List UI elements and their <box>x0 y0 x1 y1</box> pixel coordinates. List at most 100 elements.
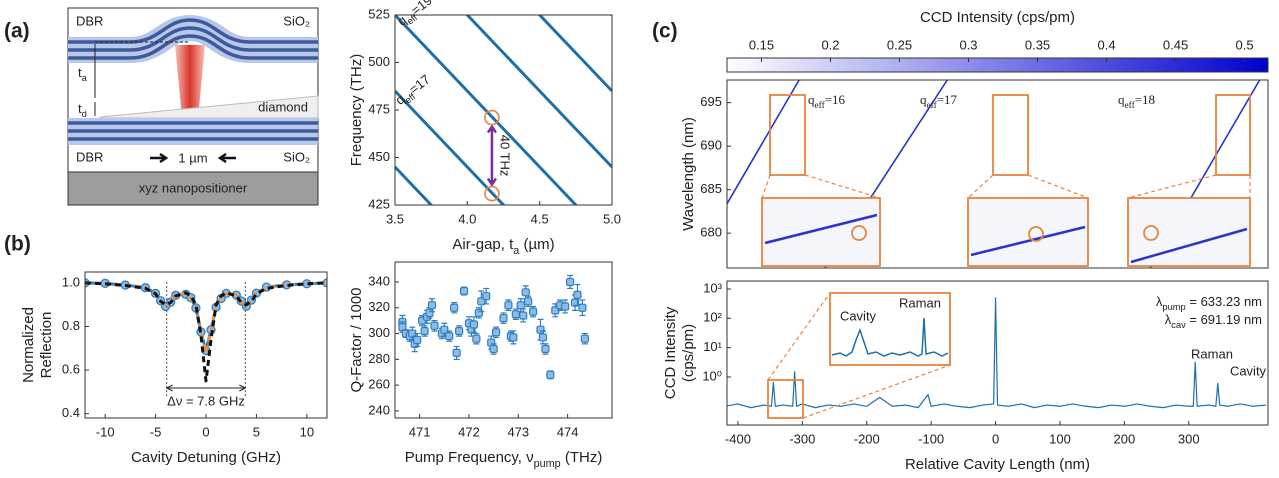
data-point <box>516 301 525 310</box>
inset <box>967 197 1089 267</box>
data-line <box>727 80 800 206</box>
x-tick-label: 4.0 <box>458 211 476 226</box>
colorbar-tick-label: 0.15 <box>749 37 774 52</box>
x-tick-label: 200 <box>1114 431 1136 446</box>
mirror-layer <box>68 26 318 52</box>
mode-marker <box>484 109 500 126</box>
y-tick-label: 340 <box>368 273 390 288</box>
data-point <box>482 292 491 301</box>
mode-label: qeff=17 <box>920 92 958 111</box>
data-point <box>538 333 548 342</box>
mode-label: qeff=16 <box>808 92 846 111</box>
label: SiO₂ <box>283 13 310 28</box>
x-tick-label: -10 <box>96 424 115 439</box>
y-tick-label: 500 <box>368 54 390 69</box>
y-tick-label: 1.0 <box>62 274 80 289</box>
inset-circle <box>1028 226 1044 242</box>
data-point <box>489 344 498 354</box>
label-part: t <box>78 65 82 80</box>
annotation-sub: pump <box>1162 302 1185 312</box>
label: td <box>78 101 87 119</box>
inset <box>761 197 881 267</box>
axes-frame <box>726 280 1269 426</box>
colorbar-tick-label: 0.5 <box>1235 37 1253 52</box>
x-tick-label: 300 <box>1178 431 1200 446</box>
annotation-part: λ <box>1165 312 1172 327</box>
x-tick-label: 474 <box>557 424 579 439</box>
axes-frame <box>394 14 613 206</box>
x-tick-label: 4.5 <box>531 211 549 226</box>
x-axis-label: Air-gap, ta (µm) <box>452 236 554 257</box>
y-tick-label: 0.8 <box>62 318 80 333</box>
zoom-box <box>769 94 806 176</box>
x-tick-label: -5 <box>150 424 162 439</box>
mode-label-part: =16 <box>825 92 846 107</box>
y-axis-label: Reflection <box>38 312 55 379</box>
y-axis-label: Wavelength (nm) <box>680 117 697 231</box>
spectrum-inset <box>767 292 951 419</box>
mode-label-part: q <box>1118 92 1125 107</box>
y-tick-label: 690 <box>700 138 722 153</box>
data-line <box>395 15 578 205</box>
zoom-box <box>992 94 1029 176</box>
colorbar-title: CCD Intensity (cps/pm) <box>920 9 1075 26</box>
y-tick-label: 10¹ <box>703 339 722 354</box>
panel-label: (b) <box>4 233 31 256</box>
y-tick-label: 10⁰ <box>702 368 722 383</box>
inset-circle <box>1143 225 1159 241</box>
panel-label: (c) <box>652 20 678 43</box>
x-tick-label: 0 <box>992 431 999 446</box>
y-tick-label: 525 <box>368 6 390 21</box>
zoom-connector <box>761 174 1251 199</box>
x-axis-label-part: (µm) <box>519 236 554 253</box>
y-tick-label: 680 <box>700 225 722 240</box>
inset-line <box>764 213 878 245</box>
y-tick-label: 300 <box>368 325 390 340</box>
data-line <box>85 281 327 383</box>
x-tick-label: -100 <box>918 431 944 446</box>
annotation-part: = 633.23 nm <box>1186 294 1262 309</box>
mirror-layer <box>68 34 318 60</box>
data-point <box>509 333 518 342</box>
x-tick-label: 5 <box>253 424 260 439</box>
data-line <box>395 89 506 205</box>
y-axis-label: (cps/pm) <box>680 324 697 382</box>
colorbar-tick-label: 0.35 <box>1025 37 1050 52</box>
data-point <box>573 290 582 299</box>
data-point <box>578 303 587 312</box>
x-axis-label-sub: pump <box>534 458 561 470</box>
annotation-part: λ <box>1156 294 1163 309</box>
label: DBR <box>76 149 103 164</box>
zoom-box <box>1215 94 1251 176</box>
y-tick-label: 475 <box>368 101 390 116</box>
y-tick-label: 0.4 <box>62 405 80 420</box>
label-sub: a <box>82 73 88 83</box>
annotation-part: = 691.19 nm <box>1186 312 1262 327</box>
data-point <box>546 370 555 379</box>
colorbar <box>726 57 1269 73</box>
data-point <box>472 334 481 343</box>
data-point <box>455 326 464 336</box>
panel-label: (a) <box>4 20 30 43</box>
x-tick-label: 10 <box>300 424 314 439</box>
axes-frame <box>394 261 613 419</box>
y-tick-label: 425 <box>368 196 390 211</box>
data-point <box>519 311 528 320</box>
span-label: 40 THz <box>497 135 512 177</box>
y-axis-label: Q-Factor / 1000 <box>348 287 365 392</box>
annotation: qeff=19 <box>395 0 437 31</box>
data-line <box>85 281 327 352</box>
label: ta <box>78 65 88 83</box>
mode-label-sub: eff <box>1125 100 1136 111</box>
mode-label-part: =18 <box>1135 92 1155 107</box>
data-point <box>440 325 449 334</box>
mode-label-part: =17 <box>937 92 958 107</box>
mode-label-sub: eff <box>815 100 826 111</box>
inset-spectrum <box>831 317 949 357</box>
data-line <box>465 15 612 169</box>
label: xyz nanopositioner <box>139 180 248 195</box>
data-point <box>521 288 530 297</box>
data-point <box>452 348 461 357</box>
y-axis-label: Frequency (THz) <box>348 54 365 167</box>
